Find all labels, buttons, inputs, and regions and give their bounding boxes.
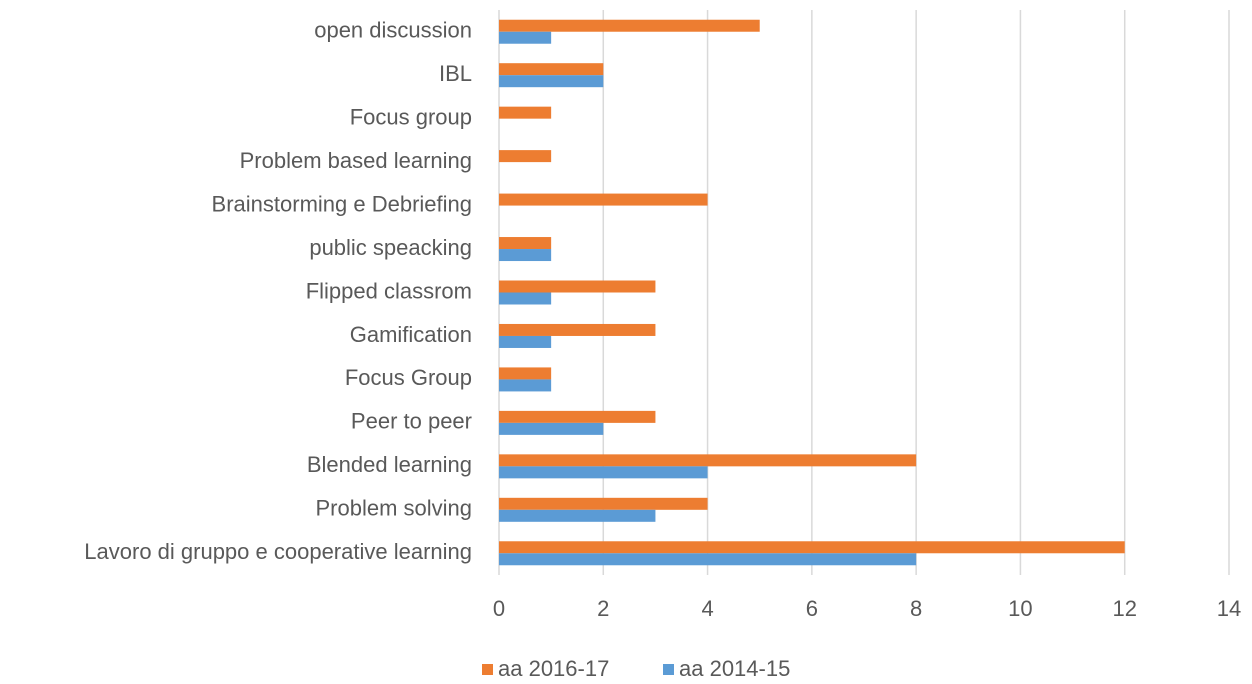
legend-swatch: [663, 664, 674, 675]
y-tick-label: IBL: [439, 61, 472, 86]
y-tick-label: Focus Group: [345, 365, 472, 390]
y-tick-label: Focus group: [350, 104, 472, 129]
bar: [499, 292, 552, 305]
legend-label: aa 2014-15: [679, 656, 790, 681]
y-tick-label: public speacking: [309, 235, 472, 260]
x-tick-label: 8: [910, 596, 922, 621]
bar: [499, 31, 552, 44]
y-tick-label: Flipped classrom: [306, 278, 472, 303]
bar: [499, 454, 917, 467]
y-tick-label: Problem based learning: [240, 148, 472, 173]
legend-swatch: [482, 664, 493, 675]
bar: [499, 497, 708, 510]
y-tick-label: Brainstorming e Debriefing: [212, 191, 472, 216]
bar: [499, 509, 656, 522]
bar: [499, 410, 656, 423]
bar: [499, 323, 656, 336]
bar: [499, 367, 552, 380]
bar: [499, 280, 656, 293]
y-tick-label: Gamification: [350, 322, 472, 347]
bar: [499, 19, 760, 32]
x-tick-label: 14: [1217, 596, 1241, 621]
y-tick-label: Problem solving: [315, 496, 472, 521]
x-tick-label: 12: [1112, 596, 1136, 621]
bar: [499, 541, 1125, 554]
bar: [499, 335, 552, 348]
x-tick-label: 0: [493, 596, 505, 621]
bar: [499, 150, 552, 163]
bar: [499, 237, 552, 250]
bar: [499, 193, 708, 206]
x-tick-label: 4: [701, 596, 713, 621]
bar: [499, 249, 552, 262]
y-tick-label: open discussion: [314, 18, 472, 43]
legend-label: aa 2016-17: [498, 656, 609, 681]
bar: [499, 422, 604, 435]
bar: [499, 553, 917, 566]
bar: [499, 379, 552, 392]
bar: [499, 63, 604, 76]
bar: [499, 106, 552, 119]
x-tick-label: 2: [597, 596, 609, 621]
bar: [499, 75, 604, 88]
y-tick-label: Lavoro di gruppo e cooperative learning: [84, 539, 472, 564]
y-tick-label: Peer to peer: [351, 409, 472, 434]
x-tick-label: 6: [806, 596, 818, 621]
bar: [499, 466, 708, 479]
x-tick-label: 10: [1008, 596, 1032, 621]
y-tick-label: Blended learning: [307, 452, 472, 477]
